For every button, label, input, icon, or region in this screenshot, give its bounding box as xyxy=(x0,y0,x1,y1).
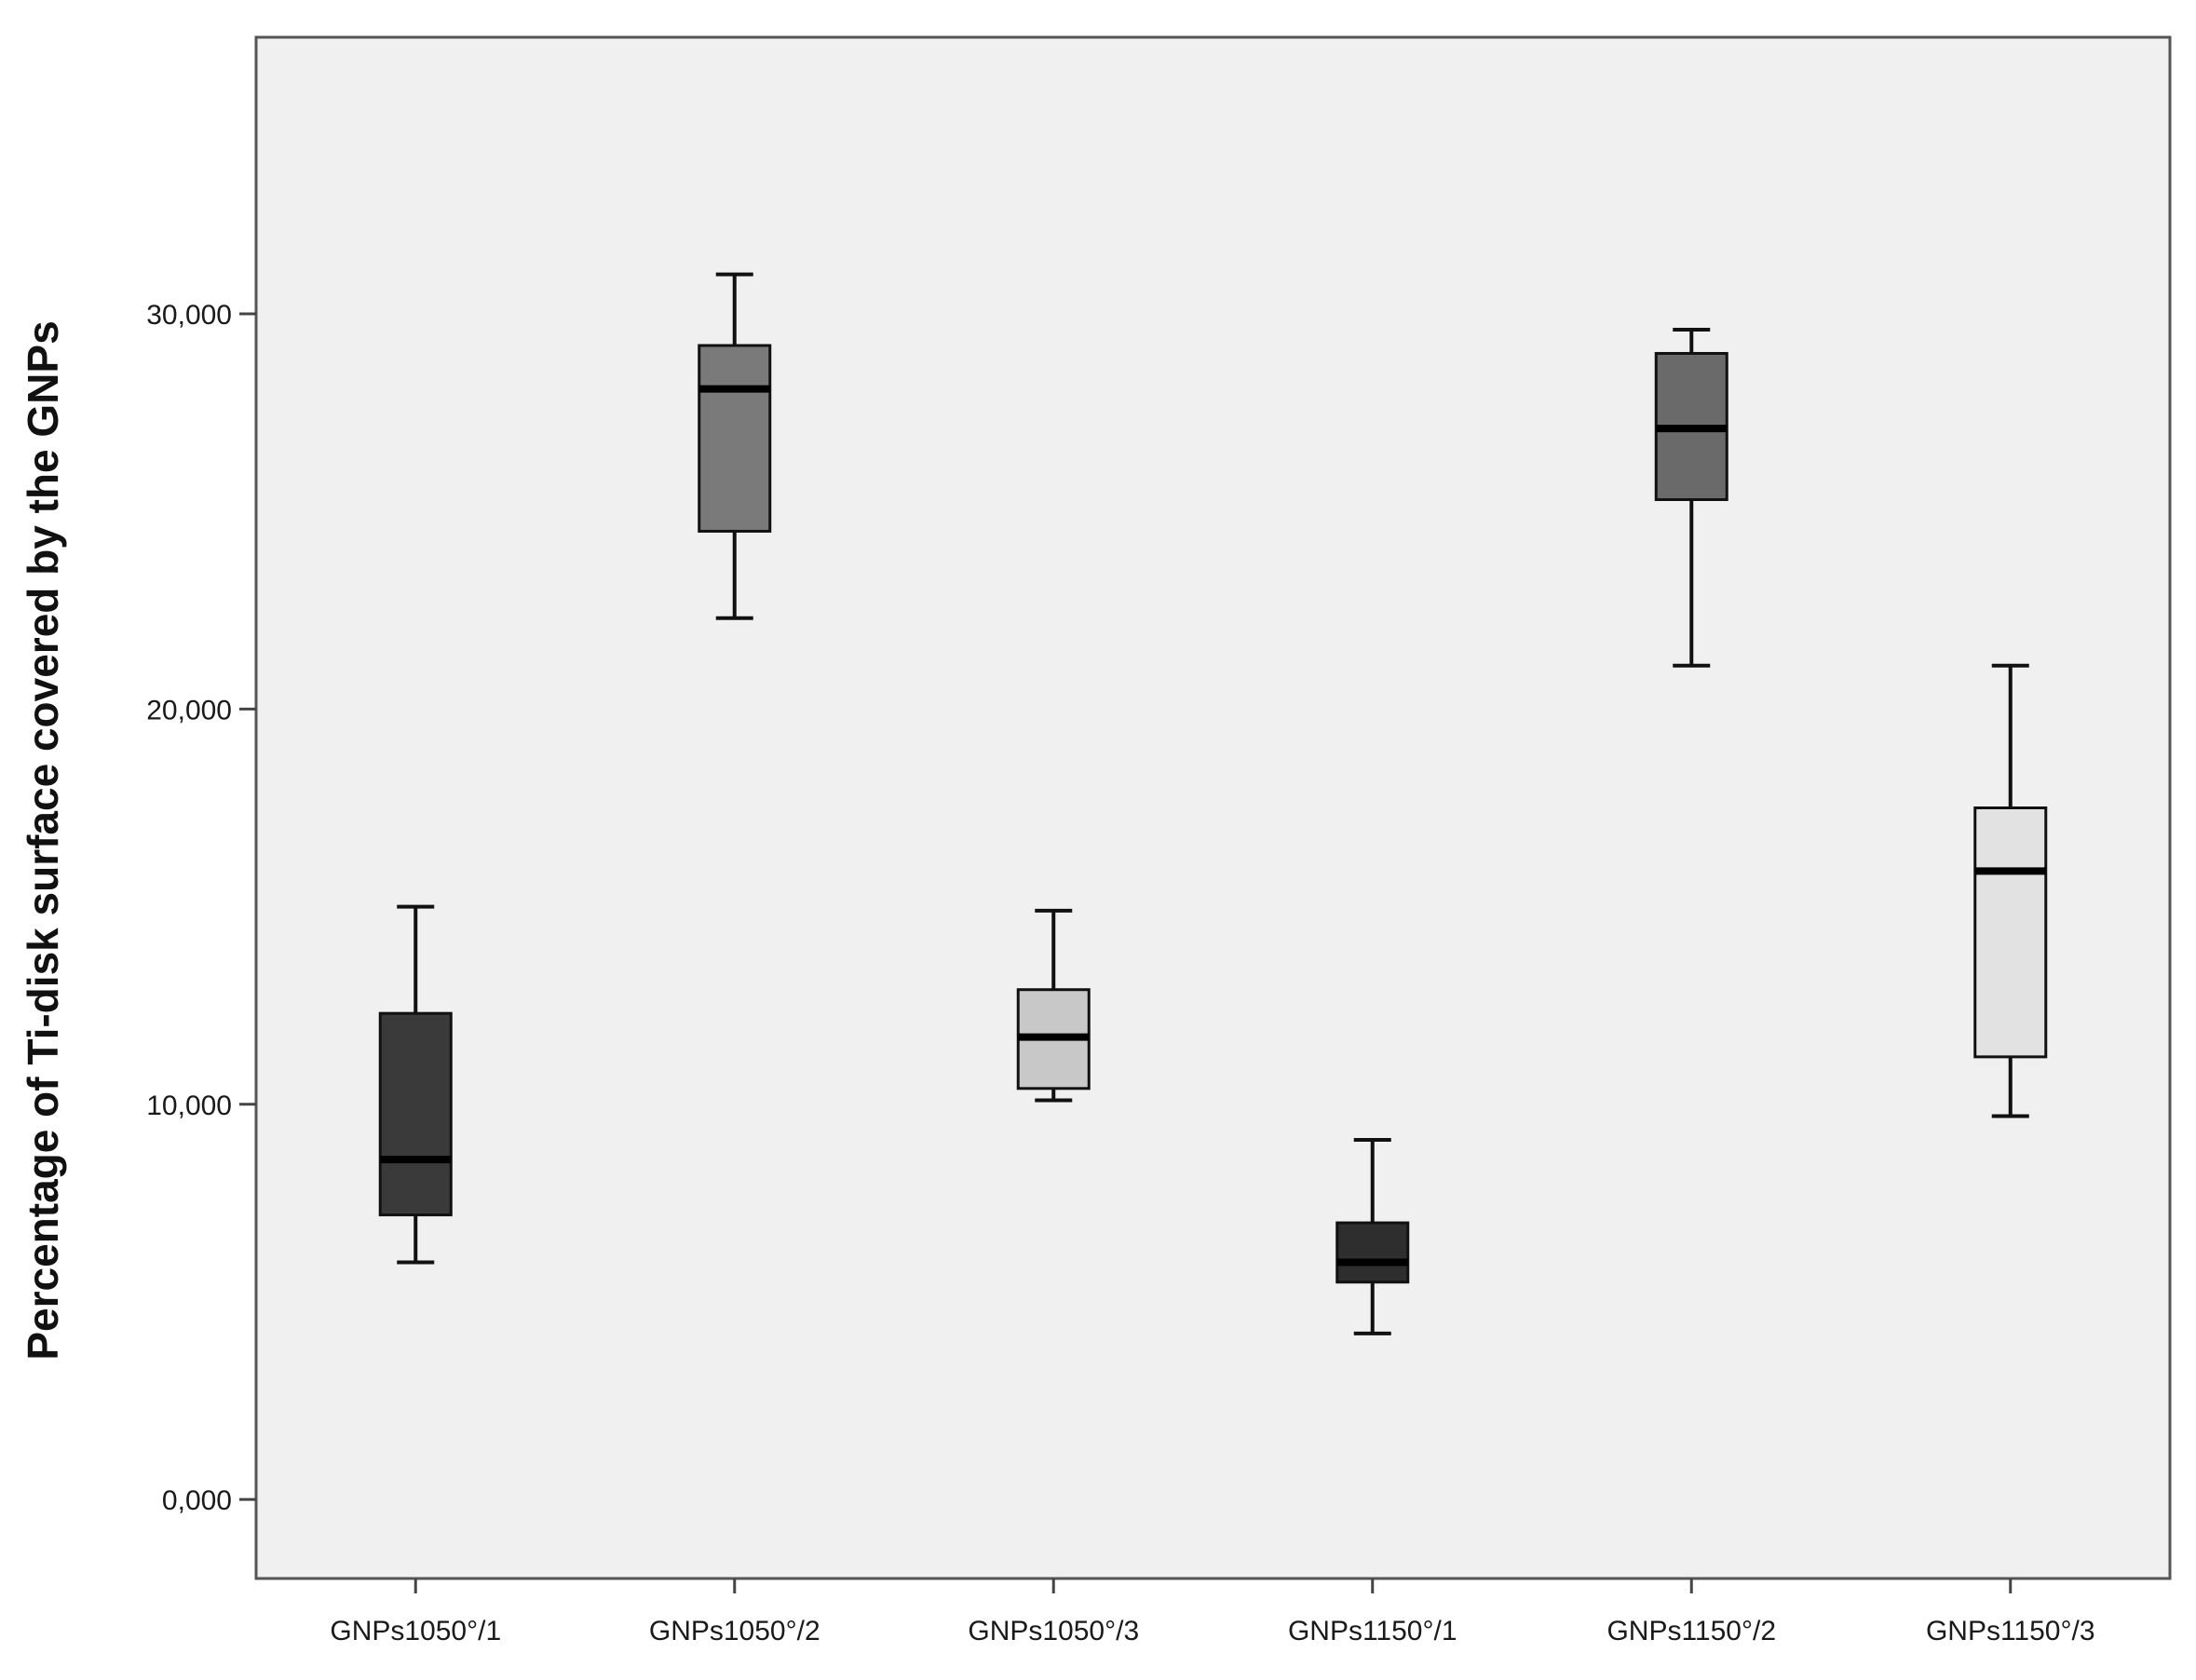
x-tick-label-4: GNPs1150°/2 xyxy=(1606,1616,1776,1646)
x-tick-label-3: GNPs1150°/1 xyxy=(1288,1616,1457,1646)
iqr-box-3 xyxy=(1335,1221,1410,1284)
x-tick-label-1: GNPs1050°/2 xyxy=(649,1616,820,1646)
box-3 xyxy=(1335,1137,1410,1335)
plot-area xyxy=(254,35,2172,1580)
x-tick-label-5: GNPs1150°/3 xyxy=(1926,1616,2095,1646)
box-4 xyxy=(1654,328,1728,668)
iqr-box-5 xyxy=(1973,806,2048,1059)
box-5 xyxy=(1973,663,2048,1118)
y-tick-label-0: 0,000 xyxy=(162,1485,232,1516)
iqr-box-1 xyxy=(698,344,772,533)
y-tick-label-1: 10,000 xyxy=(146,1091,232,1121)
box-0 xyxy=(378,904,453,1265)
y-axis: 0,000 10,000 20,000 30,000 xyxy=(146,300,256,1516)
x-tick-label-0: GNPs1050°/1 xyxy=(330,1616,501,1646)
iqr-box-0 xyxy=(378,1011,453,1217)
y-tick-label-2: 20,000 xyxy=(146,695,232,725)
y-axis-title: Percentage of Ti-disk surface covered by… xyxy=(19,320,67,1360)
x-tick-label-2: GNPs1050°/3 xyxy=(968,1616,1139,1646)
boxes xyxy=(378,272,2048,1335)
box-1 xyxy=(698,272,772,620)
y-tick-label-3: 30,000 xyxy=(146,300,232,331)
box-2 xyxy=(1016,908,1091,1103)
x-axis: GNPs1050°/1 GNPs1050°/2 GNPs1050°/3 GNPs115… xyxy=(330,1578,2095,1646)
